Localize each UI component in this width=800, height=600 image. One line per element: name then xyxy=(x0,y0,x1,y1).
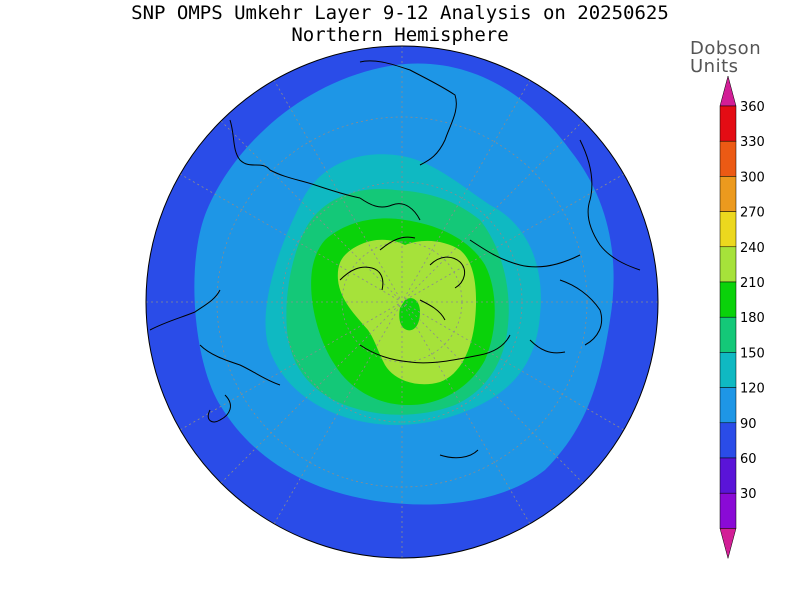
graticule-lines xyxy=(146,46,658,558)
colorbar-tick-label: 360 xyxy=(740,100,765,115)
colorbar-swatch xyxy=(719,457,737,494)
colorbar-tick-label: 30 xyxy=(740,487,757,502)
chart-title: SNP OMPS Umkehr Layer 9-12 Analysis on 2… xyxy=(131,2,669,24)
colorbar-swatches xyxy=(719,75,737,560)
colorbar-swatch xyxy=(719,140,737,177)
colorbar-swatch xyxy=(719,316,737,353)
map-boundary xyxy=(145,45,659,559)
colorbar-tick-label: 240 xyxy=(740,241,765,256)
colorbar-swatch xyxy=(719,105,737,142)
colorbar-swatch xyxy=(719,246,737,283)
colorbar-tick-label: 60 xyxy=(740,452,757,467)
colorbar-units-label: Dobson Units xyxy=(690,40,761,76)
colorbar-tick-label: 90 xyxy=(740,417,757,432)
colorbar-ticks: 360 330 300 270 240 210 180 150 120 90 60 30 xyxy=(740,100,765,502)
colorbar-swatch xyxy=(719,387,737,424)
colorbar-swatch xyxy=(719,352,737,388)
colorbar-tick-label: 300 xyxy=(740,170,765,185)
colorbar-tick-label: 120 xyxy=(740,382,765,397)
colorbar-swatch xyxy=(719,422,737,459)
colorbar-swatch xyxy=(719,211,737,248)
chart-subtitle: Northern Hemisphere xyxy=(291,24,509,46)
colorbar-tick-label: 150 xyxy=(740,346,765,361)
colorbar-under-triangle xyxy=(719,528,737,560)
colorbar-swatch xyxy=(719,176,737,212)
colorbar-tick-label: 270 xyxy=(740,206,765,221)
colorbar-units-line2: Units xyxy=(690,56,739,77)
colorbar-tick-label: 180 xyxy=(740,311,765,326)
colorbar-tick-label: 330 xyxy=(740,135,765,150)
colorbar-swatch xyxy=(719,492,737,529)
colorbar-swatch xyxy=(719,281,737,318)
colorbar-over-triangle xyxy=(719,75,737,107)
colorbar-units-line1: Dobson xyxy=(690,38,762,59)
coastlines xyxy=(149,60,641,459)
colorbar-tick-label: 210 xyxy=(740,276,765,291)
